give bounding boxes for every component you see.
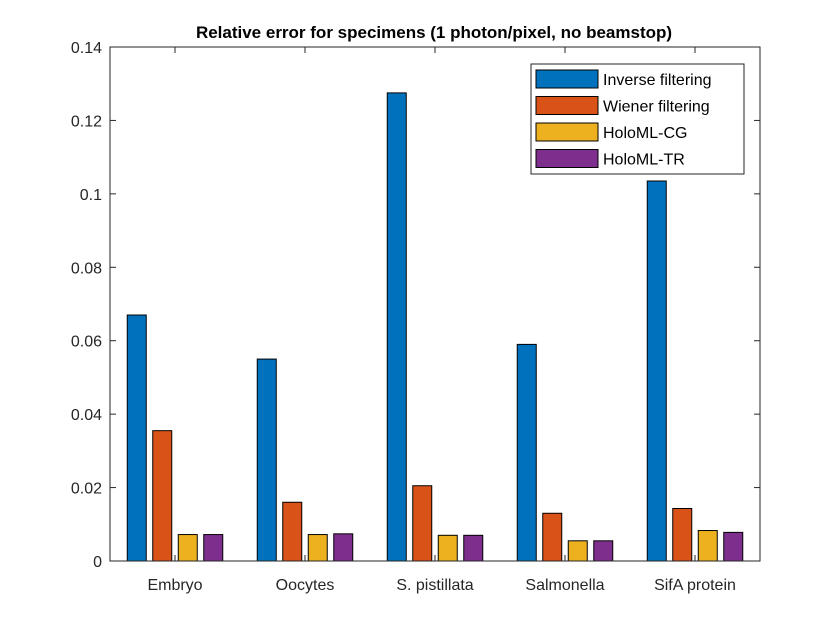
bar-wiener-filtering-4 <box>542 512 563 562</box>
bar-holoml-tr-4 <box>593 540 614 562</box>
bar-holoml-cg-5 <box>697 530 718 562</box>
bar-holoml-tr-3 <box>463 534 484 562</box>
bar-holoml-tr-2 <box>333 533 354 562</box>
bar-wiener-filtering-2 <box>282 501 303 562</box>
y-tick-label: 0 <box>93 554 102 571</box>
bar-inverse-filtering-3 <box>386 92 407 562</box>
y-axis: 0 0.02 0.04 0.06 0.08 0.1 0.12 0.14 <box>71 40 760 571</box>
bar-holoml-tr-1 <box>203 534 224 562</box>
bar-inverse-filtering-5 <box>646 180 667 562</box>
legend: Inverse filtering Wiener filtering HoloML-… <box>530 63 745 175</box>
legend-swatch <box>535 149 599 168</box>
plot-frame <box>109 46 761 562</box>
y-tick-label: 0.1 <box>80 187 102 204</box>
bar-holoml-cg-4 <box>567 540 588 562</box>
bar-wiener-filtering-5 <box>672 507 693 562</box>
bars-group <box>126 92 744 562</box>
legend-swatch <box>535 69 599 89</box>
bar-inverse-filtering-2 <box>256 358 277 562</box>
legend-swatch <box>535 96 599 115</box>
y-tick-label: 0.14 <box>71 40 102 57</box>
y-tick-label: 0.02 <box>71 481 102 498</box>
bar-holoml-tr-5 <box>723 531 744 562</box>
bar-holoml-cg-2 <box>307 534 328 562</box>
x-axis: Embryo Oocytes S. pistillata Salmonella SifA… <box>147 47 736 594</box>
bar-holoml-cg-1 <box>177 534 198 562</box>
legend-label: HoloML-CG <box>603 125 687 142</box>
bar-inverse-filtering-1 <box>126 314 147 562</box>
y-tick-label: 0.04 <box>71 407 102 424</box>
x-tick-label: Salmonella <box>525 577 604 594</box>
x-tick-label: Embryo <box>147 577 202 594</box>
legend-label: Inverse filtering <box>603 72 712 89</box>
bar-inverse-filtering-4 <box>516 343 537 562</box>
x-tick-label: S. pistillata <box>396 577 473 594</box>
y-tick-label: 0.08 <box>71 260 102 277</box>
y-tick-label: 0.06 <box>71 334 102 351</box>
legend-label: HoloML-TR <box>603 152 685 169</box>
legend-swatch <box>535 122 599 142</box>
legend-label: Wiener filtering <box>603 99 710 116</box>
y-tick-label: 0.12 <box>71 113 102 130</box>
x-tick-label: SifA protein <box>654 577 736 594</box>
bar-wiener-filtering-1 <box>152 430 173 562</box>
chart-title: Relative error for specimens (1 photon/p… <box>196 23 672 42</box>
bar-wiener-filtering-3 <box>412 485 433 562</box>
x-tick-label: Oocytes <box>276 577 335 594</box>
bar-holoml-cg-3 <box>437 534 458 562</box>
